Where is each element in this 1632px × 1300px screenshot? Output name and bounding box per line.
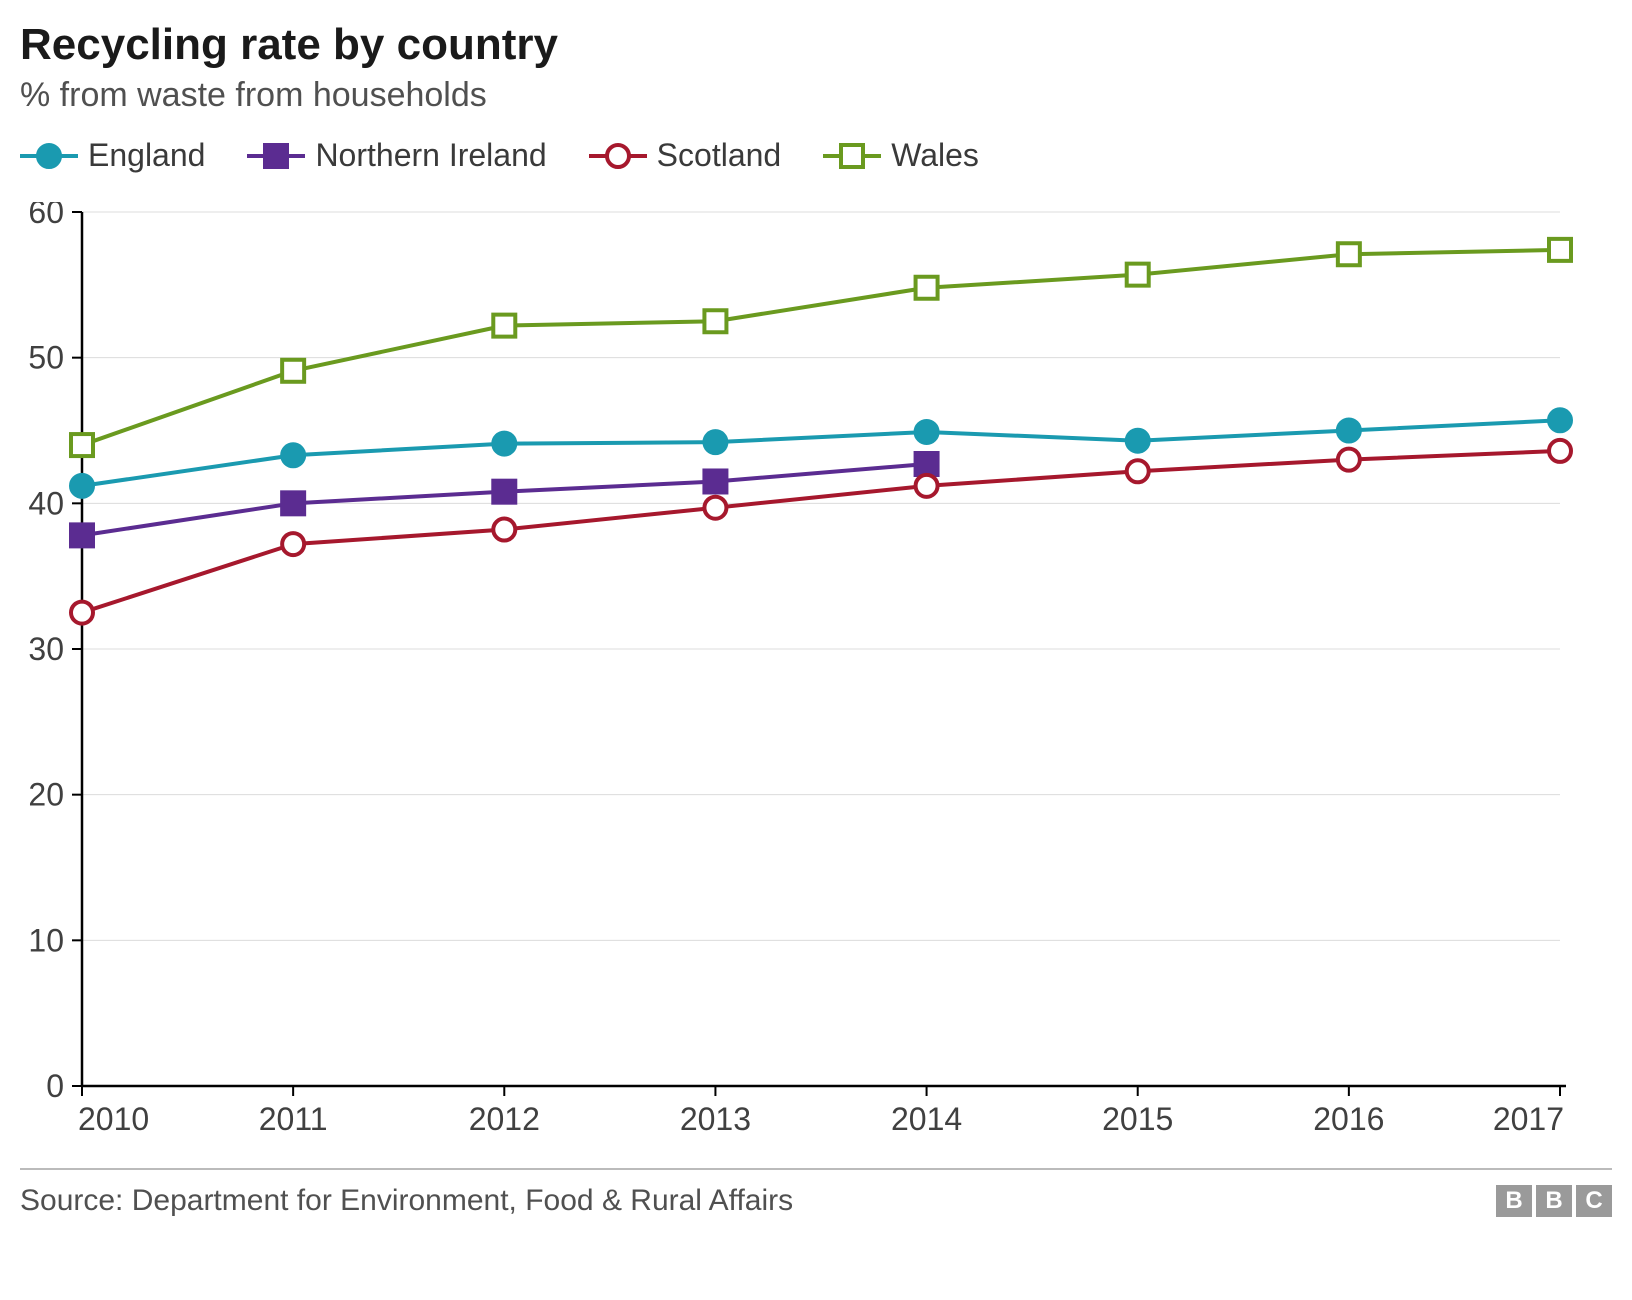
data-point (493, 519, 515, 541)
legend-label: England (88, 137, 205, 174)
plot-svg: 0 10 20 30 40 50 60 2010 2011 2012 2013 2014 2015 201… (20, 202, 1610, 1142)
x-tick-label: 2017 (1493, 1101, 1564, 1137)
legend-item: England (20, 137, 205, 174)
legend-swatch (589, 154, 647, 158)
x-tick-label: 2014 (891, 1101, 962, 1137)
bbc-logo-box: B (1536, 1185, 1572, 1217)
bbc-logo-box: C (1576, 1185, 1612, 1217)
data-point (71, 475, 93, 497)
data-point (916, 453, 938, 475)
data-point (493, 433, 515, 455)
plot-area: 0 10 20 30 40 50 60 2010 2011 2012 2013 2014 2015 201… (20, 202, 1612, 1142)
data-point (704, 431, 726, 453)
data-point (1549, 239, 1571, 261)
data-point (916, 277, 938, 299)
data-point (704, 470, 726, 492)
legend-swatch (823, 154, 881, 158)
data-point (1338, 449, 1360, 471)
data-point (1338, 420, 1360, 442)
data-point (1549, 409, 1571, 431)
x-tick-label: 2016 (1313, 1101, 1384, 1137)
y-tick-label: 40 (28, 485, 64, 521)
legend-label: Wales (891, 137, 979, 174)
legend-label: Northern Ireland (315, 137, 546, 174)
data-point (493, 481, 515, 503)
data-point (1127, 264, 1149, 286)
x-tick-label: 2012 (469, 1101, 540, 1137)
data-point (71, 524, 93, 546)
x-tick-label: 2015 (1102, 1101, 1173, 1137)
bbc-logo: BBC (1496, 1185, 1612, 1217)
data-point (71, 434, 93, 456)
legend-swatch (247, 154, 305, 158)
data-point (916, 421, 938, 443)
chart-container: Recycling rate by country % from waste f… (20, 20, 1612, 1218)
chart-legend: England Northern Ireland Scotland Wales (20, 137, 1612, 174)
data-point (704, 497, 726, 519)
y-tick-label: 50 (28, 340, 64, 376)
y-tick-label: 20 (28, 777, 64, 813)
data-point (1338, 243, 1360, 265)
legend-swatch (20, 154, 78, 158)
y-tick-label: 30 (28, 631, 64, 667)
series-line (82, 250, 1560, 445)
data-point (282, 360, 304, 382)
source-text: Source: Department for Environment, Food… (20, 1184, 793, 1218)
y-tick-label: 10 (28, 922, 64, 958)
x-tick-label: 2010 (78, 1101, 149, 1137)
chart-footer: Source: Department for Environment, Food… (20, 1168, 1612, 1218)
data-point (282, 533, 304, 555)
bbc-logo-box: B (1496, 1185, 1532, 1217)
data-point (916, 475, 938, 497)
series-line (82, 451, 1560, 613)
x-tick-label: 2011 (259, 1101, 328, 1137)
data-point (1549, 440, 1571, 462)
data-point (493, 315, 515, 337)
data-point (1127, 460, 1149, 482)
legend-item: Northern Ireland (247, 137, 546, 174)
x-tick-label: 2013 (680, 1101, 751, 1137)
y-tick-label: 0 (46, 1068, 64, 1104)
data-point (704, 310, 726, 332)
data-point (282, 444, 304, 466)
legend-item: Scotland (589, 137, 782, 174)
legend-item: Wales (823, 137, 979, 174)
chart-subtitle: % from waste from households (20, 76, 1612, 115)
chart-title: Recycling rate by country (20, 20, 1612, 70)
y-tick-label: 60 (28, 202, 64, 230)
data-point (1127, 430, 1149, 452)
data-point (282, 492, 304, 514)
legend-label: Scotland (657, 137, 782, 174)
data-point (71, 602, 93, 624)
